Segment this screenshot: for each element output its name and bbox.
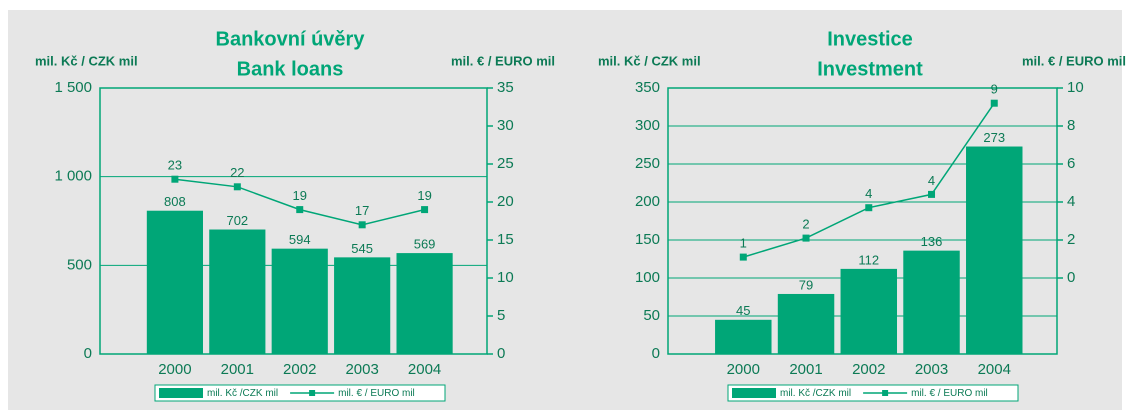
- line-marker: [865, 204, 873, 212]
- bar: [146, 210, 203, 354]
- line-marker: [739, 253, 747, 261]
- bar: [715, 319, 772, 354]
- x-tick-label: 2001: [221, 361, 254, 378]
- legend-swatch-marker: [882, 390, 889, 396]
- legend-label: mil. € / EURO mil: [911, 388, 988, 399]
- y-tick-label: 50: [643, 307, 660, 324]
- y-tick-label: 350: [635, 79, 660, 96]
- y2-tick-label: 8: [1067, 117, 1075, 134]
- line-marker: [296, 206, 304, 214]
- bar: [903, 250, 960, 354]
- bar-value-label: 569: [414, 237, 436, 252]
- bar-value-label: 79: [799, 277, 813, 292]
- legend-label: mil. Kč /CZK mil: [780, 388, 851, 399]
- line-marker: [421, 206, 429, 214]
- bar-value-label: 808: [164, 194, 186, 209]
- y2-tick-label: 5: [497, 307, 505, 324]
- legend-label: mil. € / EURO mil: [338, 388, 415, 399]
- y-tick-label: 250: [635, 155, 660, 172]
- y2-tick-label: 15: [497, 231, 514, 248]
- y2-tick-label: 25: [497, 155, 514, 172]
- line-marker: [802, 234, 810, 242]
- y-tick-label: 0: [652, 345, 660, 362]
- bar-value-label: 136: [921, 234, 943, 249]
- line-marker: [358, 221, 366, 229]
- legend-swatch: [159, 388, 203, 398]
- y-tick-label: 300: [635, 117, 660, 134]
- chart-subtitle: Bank loans: [237, 58, 344, 80]
- y2-tick-label: 2: [1067, 231, 1075, 248]
- chart-subtitle: Investment: [817, 58, 923, 80]
- bar-value-label: 702: [226, 213, 248, 228]
- y2-tick-label: 4: [1067, 193, 1075, 210]
- x-tick-label: 2002: [283, 361, 316, 378]
- y2-tick-label: 35: [497, 79, 514, 96]
- bar: [396, 253, 453, 354]
- line-marker: [990, 99, 998, 107]
- y2-tick-label: 30: [497, 117, 514, 134]
- bar: [334, 257, 391, 354]
- y-tick-label: 1 500: [54, 79, 92, 96]
- y-axis-title: mil. Kč / CZK mil: [598, 53, 701, 68]
- y2-tick-label: 0: [1067, 269, 1075, 286]
- bar-value-label: 112: [858, 252, 879, 267]
- line-value-label: 19: [417, 188, 431, 203]
- y-tick-label: 500: [67, 256, 92, 273]
- chart-title: Investice: [827, 28, 913, 50]
- line-value-label: 1: [740, 236, 747, 251]
- y2-axis-title: mil. € / EURO mil: [451, 53, 555, 68]
- bar: [966, 146, 1023, 354]
- x-tick-label: 2000: [158, 361, 191, 378]
- y2-tick-label: 6: [1067, 155, 1075, 172]
- y-tick-label: 150: [635, 231, 660, 248]
- line-value-label: 17: [355, 203, 369, 218]
- line-marker: [928, 190, 936, 198]
- y2-tick-label: 10: [497, 269, 514, 286]
- line-value-label: 23: [168, 158, 182, 173]
- bar: [840, 268, 898, 354]
- bar-value-label: 45: [736, 303, 750, 318]
- y2-tick-label: 10: [1067, 79, 1084, 96]
- bar: [777, 293, 835, 354]
- bar: [209, 229, 266, 354]
- legend-swatch: [732, 388, 776, 398]
- line-marker: [171, 175, 179, 183]
- bar-value-label: 545: [351, 241, 373, 256]
- x-tick-label: 2004: [978, 361, 1011, 378]
- line-marker: [233, 183, 241, 191]
- legend-swatch-marker: [309, 390, 316, 396]
- x-tick-label: 2004: [408, 361, 441, 378]
- x-tick-label: 2003: [915, 361, 948, 378]
- chart-title: Bankovní úvěry: [216, 28, 366, 50]
- x-tick-label: 2001: [789, 361, 822, 378]
- line-value-label: 4: [865, 186, 872, 201]
- y2-tick-label: 0: [497, 345, 505, 362]
- y2-axis-title: mil. € / EURO mil: [1022, 53, 1126, 68]
- line-value-label: 22: [230, 165, 244, 180]
- bar-value-label: 273: [983, 130, 1005, 145]
- y-tick-label: 0: [84, 345, 92, 362]
- legend-label: mil. Kč /CZK mil: [207, 388, 278, 399]
- x-tick-label: 2002: [852, 361, 885, 378]
- y-tick-label: 1 000: [54, 168, 92, 185]
- line-value-label: 19: [293, 188, 307, 203]
- y-axis-title: mil. Kč / CZK mil: [35, 53, 138, 68]
- line-value-label: 2: [802, 217, 809, 232]
- bar: [271, 248, 328, 354]
- line-value-label: 4: [928, 173, 935, 188]
- bar-value-label: 594: [289, 232, 311, 247]
- y-tick-label: 100: [635, 269, 660, 286]
- x-tick-label: 2000: [727, 361, 760, 378]
- y2-tick-label: 20: [497, 193, 514, 210]
- line-value-label: 9: [991, 82, 998, 97]
- x-tick-label: 2003: [345, 361, 378, 378]
- y-tick-label: 200: [635, 193, 660, 210]
